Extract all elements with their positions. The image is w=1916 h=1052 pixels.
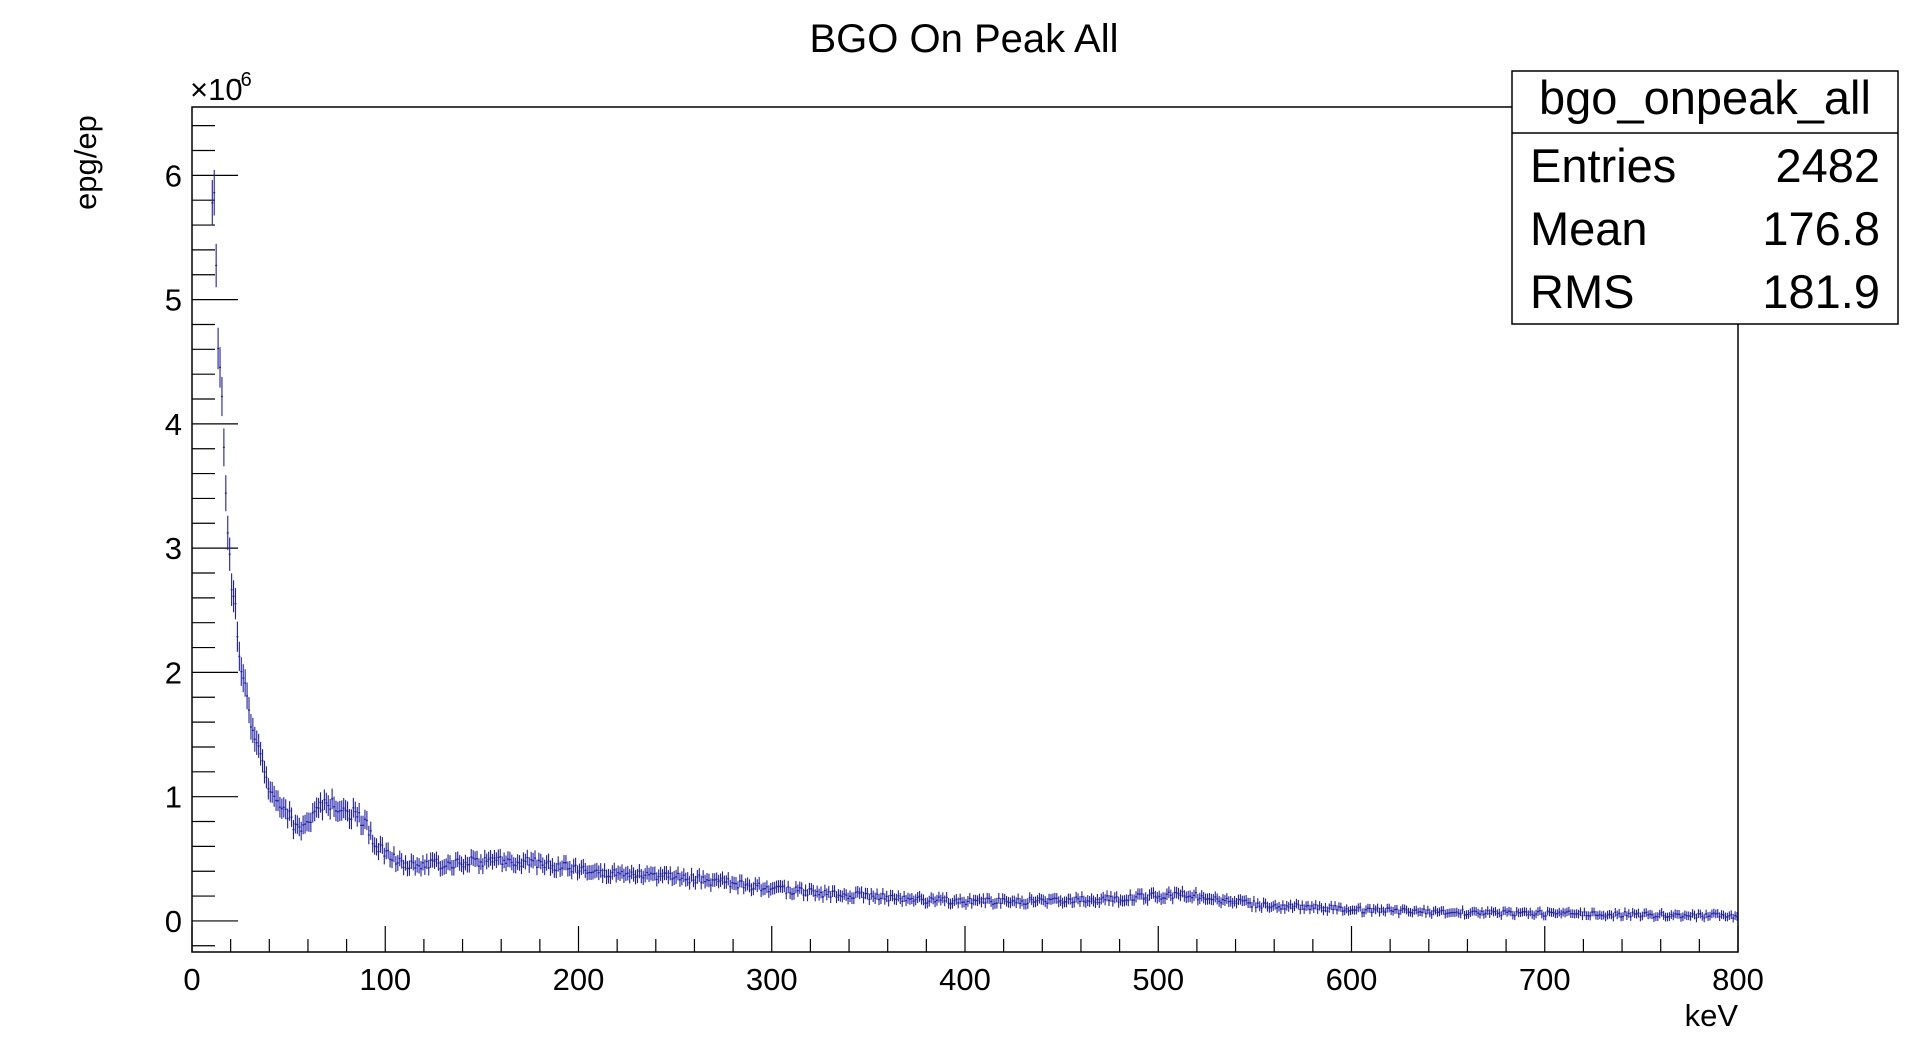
chart-title: BGO On Peak All — [809, 17, 1118, 61]
x-tick-label: 200 — [553, 962, 605, 997]
x-tick-label: 500 — [1132, 962, 1184, 997]
y-tick-label: 4 — [165, 407, 182, 442]
y-tick-label: 0 — [165, 904, 182, 939]
y-tick-label: 5 — [165, 283, 182, 318]
stats-label-entries: Entries — [1530, 139, 1676, 192]
stats-box-frame — [1511, 70, 1899, 325]
y-axis: 0 1 2 3 4 5 6 — [165, 125, 238, 947]
y-tick-label: 3 — [165, 531, 182, 566]
x-tick-label: 100 — [359, 962, 411, 997]
y-exponent-power: -6 — [234, 69, 252, 91]
x-tick-label: 600 — [1326, 962, 1378, 997]
x-axis: 0 100 200 300 400 500 600 700 800 — [183, 926, 1764, 997]
stats-label-mean: Mean — [1530, 202, 1648, 255]
stats-value-rms: 181.9 — [1762, 265, 1880, 318]
x-tick-label: 400 — [939, 962, 991, 997]
y-axis-label: epg/ep — [68, 115, 103, 210]
stats-box: bgo_onpeak_all Entries 2482 Mean 176.8 R… — [1511, 70, 1899, 325]
y-axis-exponent: ×10 -6 — [190, 69, 252, 107]
x-tick-label: 800 — [1712, 962, 1764, 997]
y-tick-label: 1 — [165, 780, 182, 815]
x-tick-label: 0 — [183, 962, 200, 997]
y-tick-label: 6 — [165, 158, 182, 193]
histogram-series — [211, 169, 1738, 923]
stats-value-entries: 2482 — [1775, 139, 1880, 192]
x-axis-label: keV — [1685, 998, 1739, 1033]
stats-name: bgo_onpeak_all — [1539, 71, 1871, 124]
plot-frame — [191, 106, 1739, 953]
stats-value-mean: 176.8 — [1762, 202, 1880, 255]
x-tick-label: 700 — [1519, 962, 1571, 997]
y-tick-label: 2 — [165, 655, 182, 690]
x-tick-label: 300 — [746, 962, 798, 997]
y-exponent-label: ×10 — [190, 72, 243, 107]
stats-label-rms: RMS — [1530, 265, 1634, 318]
